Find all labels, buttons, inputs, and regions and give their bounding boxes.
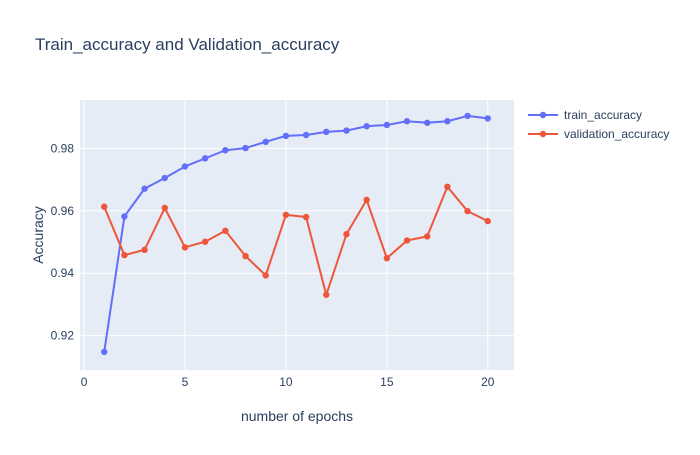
data-point[interactable]	[403, 118, 411, 125]
y-tick-label: 0.96	[51, 204, 75, 218]
data-point[interactable]	[262, 272, 269, 279]
y-tick-label: 0.94	[51, 266, 75, 280]
data-point[interactable]	[181, 163, 189, 170]
data-point[interactable]	[464, 112, 471, 120]
data-point[interactable]	[101, 348, 108, 356]
data-point[interactable]	[141, 246, 148, 254]
legend-label: train_accuracy	[564, 108, 642, 122]
data-point[interactable]	[363, 123, 370, 130]
data-point[interactable]	[222, 147, 229, 154]
data-point[interactable]	[424, 233, 431, 240]
data-point[interactable]	[101, 203, 108, 210]
y-tick-label: 0.92	[51, 329, 75, 343]
data-point[interactable]	[343, 231, 350, 238]
data-point[interactable]	[242, 252, 249, 260]
data-point[interactable]	[323, 291, 330, 298]
data-point[interactable]	[403, 237, 411, 244]
x-tick-label: 15	[380, 375, 394, 389]
data-point[interactable]	[121, 251, 128, 259]
data-point[interactable]	[262, 138, 269, 146]
legend-item-validation_accuracy[interactable]: validation_accuracy	[528, 127, 669, 141]
x-gridlines	[83, 100, 489, 370]
data-point[interactable]	[242, 144, 249, 152]
data-point[interactable]	[383, 255, 391, 262]
legend-marker	[539, 130, 547, 138]
data-point[interactable]	[444, 183, 451, 190]
x-tick-label: 10	[279, 375, 293, 389]
chart-title: Train_accuracy and Validation_accuracy	[35, 35, 340, 54]
series-train_accuracy	[101, 112, 491, 356]
data-point[interactable]	[302, 213, 310, 221]
data-point[interactable]	[464, 207, 471, 215]
x-tick-labels: 0 5 10 15 20	[81, 375, 495, 389]
data-point[interactable]	[484, 115, 491, 122]
data-point[interactable]	[181, 244, 189, 251]
data-point[interactable]	[222, 227, 229, 234]
y-gridlines	[80, 147, 514, 337]
series-group	[101, 112, 491, 356]
legend-label: validation_accuracy	[564, 127, 669, 141]
x-tick-label: 0	[81, 375, 88, 389]
data-point[interactable]	[161, 174, 168, 182]
data-point[interactable]	[121, 213, 128, 220]
data-point[interactable]	[484, 217, 491, 225]
data-point[interactable]	[201, 238, 209, 245]
x-axis-title: number of epochs	[241, 408, 353, 424]
data-point[interactable]	[444, 118, 451, 125]
legend[interactable]: train_accuracy validation_accuracy	[528, 108, 669, 141]
plot-area	[80, 100, 514, 370]
data-point[interactable]	[161, 204, 168, 212]
legend-item-train_accuracy[interactable]: train_accuracy	[528, 108, 642, 122]
y-tick-label: 0.98	[51, 141, 75, 155]
y-axis-title: Accuracy	[30, 206, 46, 264]
data-point[interactable]	[201, 155, 209, 162]
legend-marker	[539, 111, 547, 119]
y-tick-labels: 0.92 0.94 0.96 0.98	[51, 141, 75, 342]
series-line-train_accuracy	[103, 114, 488, 353]
data-point[interactable]	[302, 131, 310, 139]
data-point[interactable]	[323, 128, 330, 136]
data-point[interactable]	[424, 119, 431, 126]
data-point[interactable]	[282, 211, 290, 219]
data-point[interactable]	[282, 132, 290, 140]
series-validation_accuracy	[101, 183, 491, 298]
series-line-validation_accuracy	[103, 185, 489, 296]
data-point[interactable]	[383, 121, 391, 129]
data-point[interactable]	[363, 196, 370, 204]
data-point[interactable]	[141, 185, 148, 192]
data-point[interactable]	[343, 127, 350, 134]
x-tick-label: 5	[182, 375, 189, 389]
x-tick-label: 20	[481, 375, 495, 389]
